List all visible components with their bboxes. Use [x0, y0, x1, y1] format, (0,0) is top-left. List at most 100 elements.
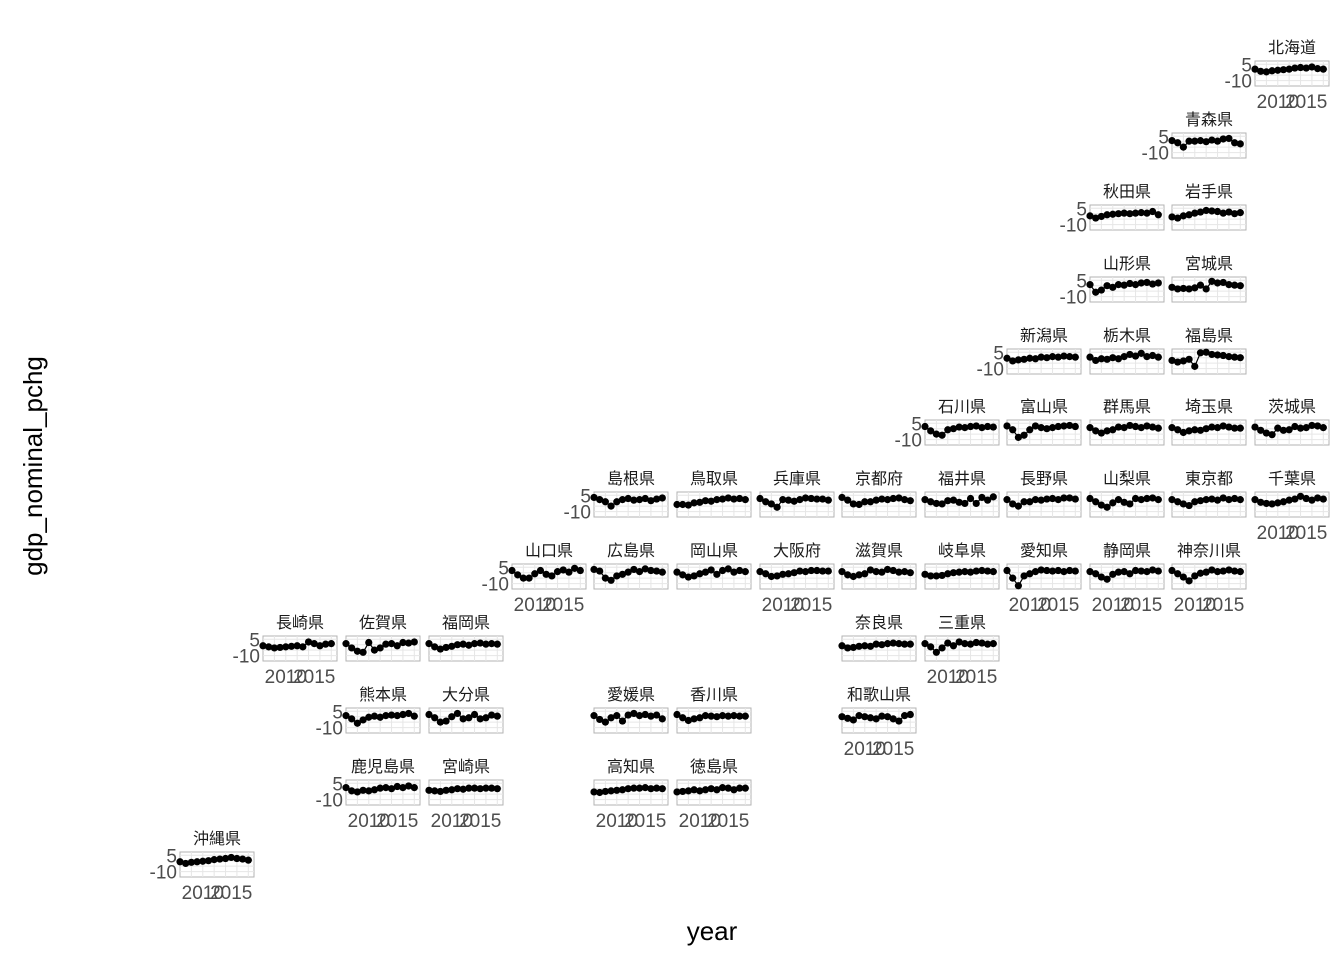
data-point [425, 640, 433, 648]
data-point [239, 855, 247, 863]
data-point [718, 784, 727, 792]
x-tick-label: 2015 [790, 595, 832, 616]
data-point [972, 422, 980, 430]
data-point [1097, 501, 1105, 509]
data-point [465, 641, 473, 649]
data-point [1191, 498, 1199, 506]
facet-panel: 滋賀県 [838, 541, 917, 590]
facet-label: 宮崎県 [442, 757, 490, 776]
data-point [1179, 212, 1187, 220]
facet-panel: 長野県 [1003, 469, 1082, 518]
data-point [767, 500, 775, 508]
data-point [1285, 65, 1293, 73]
data-point [425, 710, 433, 719]
data-point [176, 858, 184, 866]
data-point [1031, 355, 1040, 363]
data-point [1236, 424, 1244, 432]
data-point [436, 787, 444, 796]
data-point [493, 640, 501, 648]
data-point [482, 784, 490, 792]
data-point [624, 494, 632, 503]
data-point [844, 571, 852, 579]
data-point [1109, 570, 1117, 578]
data-point [1086, 212, 1094, 220]
data-point [641, 710, 649, 719]
facet-label: 静岡県 [1103, 541, 1151, 560]
data-point [327, 640, 335, 648]
data-point [978, 424, 986, 432]
facet-panel: 京都府 [838, 469, 917, 518]
data-point [1191, 572, 1199, 580]
data-point [1174, 426, 1182, 434]
data-point [1092, 498, 1100, 506]
data-point [1048, 424, 1057, 432]
data-point [1179, 573, 1187, 581]
y-tick-label: 5 [1158, 127, 1169, 148]
data-point [955, 498, 963, 506]
data-point [276, 643, 284, 652]
data-point [819, 567, 827, 575]
data-point [1114, 210, 1123, 218]
data-point [1149, 280, 1157, 288]
data-point [1149, 423, 1157, 431]
data-point [679, 571, 687, 579]
data-point [1231, 210, 1239, 218]
data-point [989, 640, 997, 648]
data-point [927, 427, 935, 435]
data-point [736, 566, 744, 575]
data-point [442, 643, 450, 652]
data-point [690, 572, 698, 580]
facet-label: 富山県 [1020, 397, 1068, 416]
data-point [571, 564, 579, 572]
data-point [1168, 213, 1176, 221]
data-point [866, 714, 875, 722]
data-point [961, 568, 969, 576]
y-axis-title: gdp_nominal_pchg [18, 356, 48, 576]
data-point [756, 568, 764, 576]
data-point [1066, 353, 1074, 361]
data-point [1319, 424, 1327, 432]
data-point [1314, 422, 1322, 430]
data-point [365, 787, 373, 795]
data-point [1009, 574, 1017, 582]
data-point [861, 713, 869, 721]
data-point [1168, 137, 1176, 145]
data-point [488, 711, 496, 719]
data-point [1319, 65, 1327, 73]
data-point [989, 568, 997, 576]
data-point [849, 500, 857, 508]
x-tick-label: 2010 [679, 811, 721, 832]
y-tick-label: -10 [316, 791, 343, 812]
data-point [1291, 495, 1299, 503]
data-point [1191, 426, 1199, 434]
data-point [1020, 431, 1028, 439]
data-point [1120, 498, 1128, 506]
data-point [944, 497, 952, 505]
data-point [944, 639, 952, 647]
data-point [713, 496, 721, 504]
data-point [1137, 209, 1145, 217]
data-point [1179, 284, 1187, 293]
data-point [376, 713, 384, 721]
data-point [1103, 575, 1111, 583]
data-point [790, 569, 798, 577]
data-point [1202, 206, 1210, 215]
data-point [872, 715, 880, 723]
data-point [1103, 503, 1111, 511]
data-point [1114, 423, 1123, 431]
facet-label: 長崎県 [276, 613, 324, 632]
data-point [1225, 208, 1233, 216]
x-tick-label: 2010 [182, 883, 224, 904]
facet-label: 福島県 [1185, 326, 1233, 345]
data-point [1014, 502, 1022, 510]
data-point [1103, 427, 1111, 435]
data-point [938, 571, 946, 580]
data-point [1071, 353, 1079, 361]
data-point [949, 569, 958, 577]
data-point [607, 502, 615, 510]
